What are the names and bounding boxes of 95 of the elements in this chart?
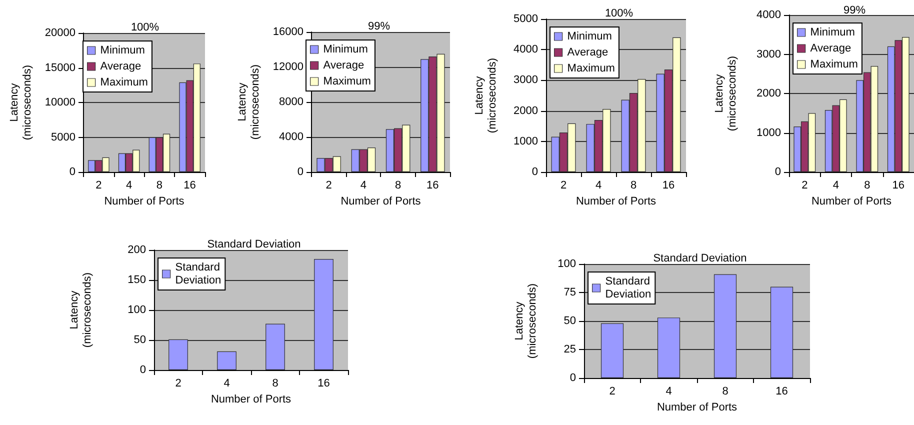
- y-tick-label: 4000: [514, 44, 538, 56]
- x-tick-label: 8: [722, 386, 728, 398]
- y-tick-label: 0: [297, 166, 304, 178]
- x-axis-title: Number of Ports: [656, 402, 738, 414]
- x-tick-label: 4: [595, 180, 602, 192]
- bar: [314, 259, 334, 370]
- legend-label: Standard Deviation: [605, 276, 652, 300]
- bar: [168, 339, 188, 370]
- y-tick-label: 3000: [514, 74, 538, 86]
- y-tick-label: 3000: [756, 48, 781, 60]
- chart-title: Standard Deviation: [653, 252, 747, 264]
- y-tick-label: 5000: [51, 131, 76, 144]
- y-tick-label: 50: [564, 315, 576, 327]
- legend-label: Minimum: [810, 26, 855, 38]
- x-tick-label: 8: [156, 180, 162, 192]
- x-axis-title: Number of Ports: [104, 196, 185, 208]
- y-tick-label: 150: [128, 274, 146, 286]
- x-tick-label: 4: [832, 180, 839, 192]
- y-tick-label: 0: [570, 372, 576, 384]
- x-tick-label: 2: [175, 378, 182, 390]
- bar: [600, 323, 624, 378]
- y-tick-label: 4000: [756, 9, 781, 21]
- y-tick-label: 75: [564, 286, 576, 298]
- chart-title: 100%: [130, 22, 160, 34]
- chart-title: Standard Deviation: [207, 238, 301, 250]
- y-tick-label: 2000: [756, 88, 781, 100]
- chart-title: 99%: [368, 20, 390, 32]
- legend-label: Average: [810, 42, 852, 54]
- y-tick-label: 10000: [44, 96, 76, 108]
- bar: [657, 318, 680, 378]
- x-tick-label: 4: [224, 378, 230, 390]
- y-axis-title: Latency (microseconds): [8, 64, 34, 140]
- y-axis-title: Latency (microseconds): [68, 272, 94, 348]
- x-tick-label: 2: [560, 180, 567, 192]
- y-tick-label: 16000: [272, 26, 304, 38]
- x-tick-label: 16: [426, 180, 439, 192]
- x-tick-label: 16: [776, 386, 788, 398]
- legend-label: Minimum: [323, 44, 368, 56]
- legend-label: Average: [567, 46, 608, 58]
- y-tick-label: 1000: [514, 135, 538, 148]
- x-tick-label: 4: [126, 180, 132, 192]
- y-tick-label: 0: [774, 166, 781, 178]
- y-tick-label: 100: [128, 304, 146, 316]
- y-tick-label: 20000: [44, 27, 76, 39]
- x-axis-title: Number of Ports: [576, 196, 657, 208]
- x-tick-label: 2: [609, 386, 616, 398]
- x-tick-label: 8: [864, 180, 870, 192]
- x-tick-label: 8: [630, 180, 637, 192]
- y-axis-title: Latency (microseconds): [236, 64, 262, 140]
- x-tick-label: 16: [318, 378, 330, 390]
- chart-title: 99%: [843, 4, 866, 16]
- y-tick-label: 200: [128, 244, 146, 256]
- x-tick-label: 2: [326, 180, 332, 192]
- y-tick-label: 2000: [514, 104, 538, 117]
- y-tick-label: 0: [532, 166, 538, 178]
- x-axis-title: Number of Ports: [811, 196, 892, 208]
- x-axis-title: Number of Ports: [340, 196, 422, 208]
- y-tick-label: 12000: [272, 61, 304, 73]
- y-axis-title: Latency (microseconds): [474, 58, 498, 134]
- legend-label: Maximum: [100, 76, 148, 88]
- legend-label: Maximum: [323, 76, 371, 88]
- bar: [266, 324, 285, 370]
- x-tick-label: 16: [892, 180, 904, 192]
- y-tick-label: 0: [140, 364, 146, 376]
- legend-label: Minimum: [100, 44, 145, 56]
- x-tick-label: 16: [662, 180, 675, 192]
- chart-title: 100%: [604, 8, 634, 20]
- x-tick-label: 8: [272, 378, 278, 390]
- y-tick-label: 5000: [514, 13, 538, 25]
- x-tick-label: 8: [394, 180, 402, 192]
- legend-label: Average: [100, 60, 142, 72]
- x-tick-label: 4: [360, 180, 366, 192]
- y-tick-label: 50: [134, 334, 146, 346]
- y-tick-label: 4000: [279, 131, 304, 143]
- x-tick-label: 4: [666, 386, 672, 398]
- y-axis-title: Latency (microseconds): [514, 283, 538, 359]
- y-tick-label: 25: [564, 344, 576, 356]
- legend-label: Maximum: [567, 62, 615, 74]
- bar: [714, 274, 737, 378]
- legend-label: Minimum: [567, 30, 612, 42]
- legend-label: Standard Deviation: [175, 262, 222, 286]
- bar: [770, 286, 794, 378]
- y-tick-label: 1000: [756, 126, 781, 139]
- legend-label: Maximum: [810, 58, 858, 70]
- legend-label: Average: [323, 60, 364, 72]
- x-axis-title: Number of Ports: [210, 394, 292, 406]
- y-tick-label: 100: [558, 258, 576, 270]
- x-tick-label: 2: [802, 180, 808, 192]
- y-tick-label: 15000: [44, 62, 76, 74]
- y-tick-label: 8000: [279, 96, 304, 108]
- x-tick-label: 16: [184, 180, 196, 192]
- x-tick-label: 2: [96, 180, 102, 192]
- y-tick-label: 0: [69, 166, 76, 178]
- bar: [217, 351, 236, 370]
- y-axis-title: Latency (microseconds): [714, 56, 738, 132]
